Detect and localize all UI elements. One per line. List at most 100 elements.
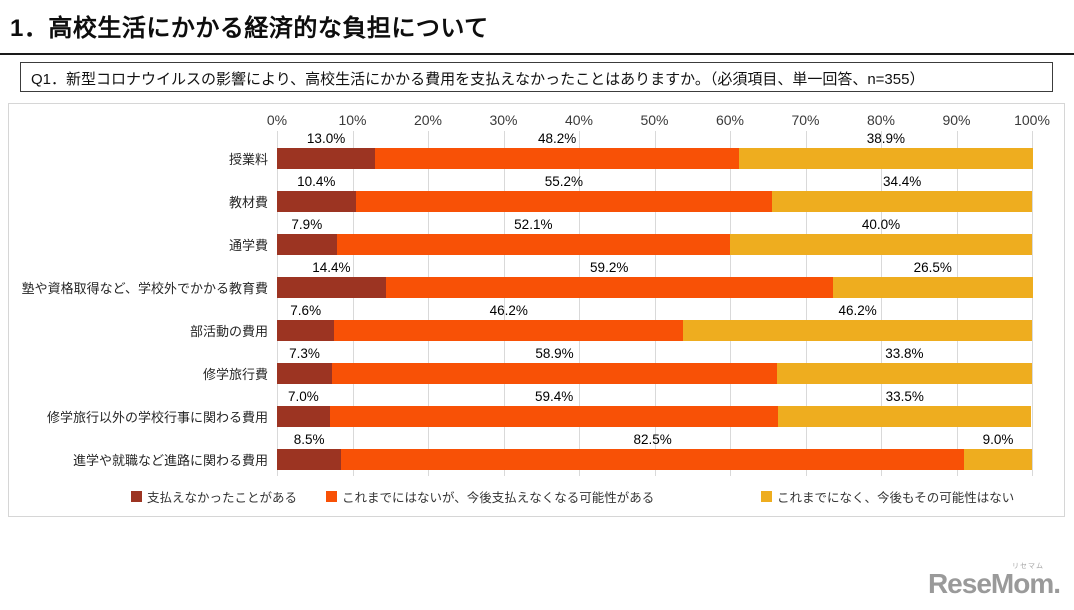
bar-track: 13.0% 48.2% 38.9% <box>277 131 1033 174</box>
x-tick-label: 70% <box>791 112 820 128</box>
value-label: 59.4% <box>534 389 574 404</box>
value-label: 55.2% <box>544 174 584 189</box>
category-label: 通学費 <box>228 238 268 253</box>
category-label: 修学旅行費 <box>202 367 268 382</box>
bar-row: 修学旅行費 7.3% 58.9% 33.8% <box>9 346 1064 389</box>
x-tick-label: 60% <box>715 112 745 128</box>
value-label: 7.3% <box>289 346 320 361</box>
x-tick-label: 80% <box>866 112 896 128</box>
x-tick-label: 30% <box>489 112 518 128</box>
gridline <box>277 131 278 476</box>
value-label: 13.0% <box>306 131 346 146</box>
bar-segment <box>730 234 1032 255</box>
gridline <box>730 131 731 476</box>
bar-segment <box>277 363 333 384</box>
category-label: 修学旅行以外の学校行事に関わる費用 <box>46 410 268 425</box>
legend-label: 支払えなかったことがある <box>147 491 298 505</box>
value-label: 7.6% <box>290 303 322 318</box>
bar-track: 7.3% 58.9% 33.8% <box>277 346 1032 389</box>
bar-segment <box>776 363 1032 384</box>
value-label: 34.4% <box>882 174 922 189</box>
category-label: 進学や就職など進路に関わる費用 <box>72 453 268 468</box>
bar-segment <box>336 234 730 255</box>
gridline <box>428 131 429 476</box>
value-label: 7.9% <box>291 217 323 232</box>
value-label: 58.9% <box>535 346 574 361</box>
value-label: 10.4% <box>297 174 336 189</box>
gridline <box>654 131 656 476</box>
category-label: 部活動の費用 <box>189 324 268 339</box>
legend-item: これまでにはないが、今後支払えなくなる可能性がある <box>326 487 654 506</box>
bar-row: 進学や就職など進路に関わる費用 8.5% 82.5% 9.0% <box>9 432 1064 475</box>
bar-track: 10.4% 55.2% 34.4% <box>277 174 1032 217</box>
logo-ruby-text: リセマム <box>1012 563 1044 570</box>
x-tick-label: 0% <box>266 112 288 128</box>
gridline <box>805 131 807 476</box>
value-label: 9.0% <box>982 432 1014 447</box>
bar-segment <box>277 406 330 427</box>
value-label: 82.5% <box>633 432 672 447</box>
legend-swatch <box>326 491 337 502</box>
value-label: 40.0% <box>861 217 901 232</box>
resemom-logo: リセマム ReseMom. <box>927 563 1061 599</box>
legend-swatch <box>131 491 142 502</box>
value-label: 48.2% <box>537 131 577 146</box>
x-tick-label: 10% <box>338 112 367 128</box>
chart-legend: 支払えなかったことがある これまでにはないが、今後支払えなくなる可能性がある これま… <box>9 487 1064 509</box>
bar-segment <box>355 191 773 212</box>
bar-segment <box>277 191 356 212</box>
value-label: 33.5% <box>885 389 924 404</box>
gridline <box>956 131 958 476</box>
bar-segment <box>277 320 335 341</box>
value-label: 38.9% <box>866 131 906 146</box>
title-divider <box>0 53 1074 55</box>
bar-segment <box>772 191 1032 212</box>
value-label: 14.4% <box>312 260 351 275</box>
value-label: 8.5% <box>293 432 325 447</box>
value-label: 46.2% <box>489 303 528 318</box>
bar-track: 7.9% 52.1% 40.0% <box>277 217 1032 260</box>
bar-segment <box>683 320 1032 341</box>
bar-segment <box>778 406 1032 427</box>
bar-row: 通学費 7.9% 52.1% 40.0% <box>9 217 1064 260</box>
bar-segment <box>341 449 965 470</box>
value-label: 33.8% <box>885 346 924 361</box>
legend-item: 支払えなかったことがある <box>131 487 297 506</box>
gridline <box>579 131 580 476</box>
x-axis-ticks: 0% 10% 20% 30% 40% 50% 60% 70% 80% 90% 100% <box>267 112 1050 132</box>
bar-row: 修学旅行以外の学校行事に関わる費用 7.0% 59.4% 33.5% <box>9 389 1064 432</box>
bar-row: 教材費 10.4% 55.2% 34.4% <box>9 174 1064 217</box>
x-tick-label: 50% <box>640 112 669 128</box>
bar-segment <box>277 234 337 255</box>
category-label: 授業料 <box>228 152 268 167</box>
x-tick-label: 100% <box>1014 112 1050 128</box>
bar-rows: 授業料 13.0% 48.2% 38.9% 教材費 10.4% 55.2% 34.4% 通学費 7… <box>9 131 1064 476</box>
value-label: 59.2% <box>590 260 629 275</box>
bar-row: 授業料 13.0% 48.2% 38.9% <box>9 131 1064 174</box>
gridline <box>881 131 882 476</box>
bar-track: 7.0% 59.4% 33.5% <box>277 389 1032 432</box>
logo-text: ReseMom. <box>927 568 1061 599</box>
bar-segment <box>375 148 740 169</box>
bar-track: 14.4% 59.2% 26.5% <box>277 260 1033 303</box>
gridline <box>503 131 505 476</box>
value-label: 7.0% <box>288 389 319 404</box>
plot-area <box>277 131 1033 476</box>
x-tick-label: 90% <box>942 112 971 128</box>
legend-label: これまでにはないが、今後支払えなくなる可能性がある <box>342 491 655 505</box>
value-label: 26.5% <box>913 260 952 275</box>
legend-item: これまでになく、今後もその可能性はない <box>761 487 1014 506</box>
question-box: Q1．新型コロナウイルスの影響により、高校生活にかかる費用を支払えなかったことは… <box>20 62 1053 92</box>
legend-label: これまでになく、今後もその可能性はない <box>777 491 1015 505</box>
page-title: 1．高校生活にかかる経済的な負担について <box>10 15 489 42</box>
category-label: 教材費 <box>228 195 268 210</box>
bar-segment <box>277 148 376 169</box>
stacked-bar-chart: 0% 10% 20% 30% 40% 50% 60% 70% 80% 90% 100% 授業料 13.… <box>8 103 1065 517</box>
value-label: 46.2% <box>838 303 877 318</box>
bar-segment <box>964 449 1032 470</box>
value-label: 52.1% <box>514 217 553 232</box>
gridline <box>352 131 354 476</box>
x-tick-label: 40% <box>564 112 594 128</box>
legend-swatch <box>761 491 772 502</box>
bar-segment <box>277 277 386 298</box>
